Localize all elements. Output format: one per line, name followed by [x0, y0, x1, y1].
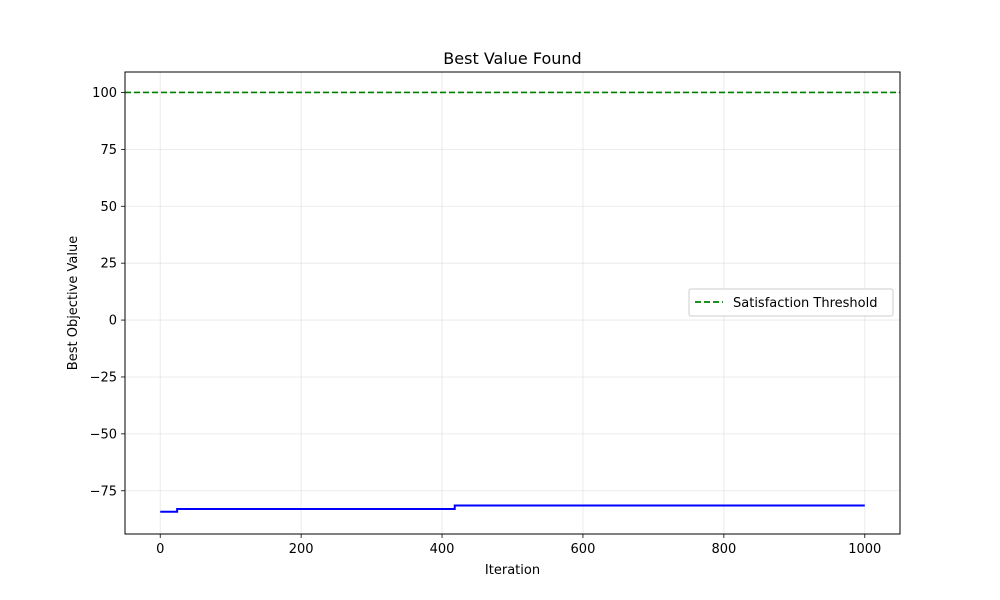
grid	[125, 72, 900, 534]
x-tick-label: 200	[289, 542, 314, 557]
chart-title: Best Value Found	[443, 49, 581, 68]
ticks: 0 200 400 600 800 1000 100 75 50 25 0 −25 −50 −75	[90, 86, 882, 557]
y-tick-label: 0	[109, 314, 117, 329]
legend-box	[688, 288, 894, 317]
x-tick-label: 800	[711, 542, 736, 557]
x-tick-label: 0	[156, 542, 164, 557]
y-tick-label: −25	[90, 370, 117, 385]
y-axis-label: Best Objective Value	[66, 236, 81, 370]
legend-label-threshold: Satisfaction Threshold	[733, 296, 878, 311]
y-tick-label: 50	[100, 200, 117, 215]
legend: Satisfaction Threshold	[688, 288, 894, 317]
y-tick-label: −75	[90, 484, 117, 499]
y-tick-label: 75	[100, 143, 117, 158]
axes-frame	[124, 71, 901, 535]
y-tick-label: −50	[90, 427, 117, 442]
x-tick-label: 600	[571, 542, 596, 557]
x-tick-label: 400	[430, 542, 455, 557]
plot-area	[125, 91, 900, 513]
x-axis-label: Iteration	[485, 563, 540, 578]
x-tick-label: 1000	[848, 542, 881, 557]
y-tick-label: 25	[100, 257, 117, 272]
best-value-series-line	[160, 504, 865, 513]
y-tick-label: 100	[92, 86, 117, 101]
